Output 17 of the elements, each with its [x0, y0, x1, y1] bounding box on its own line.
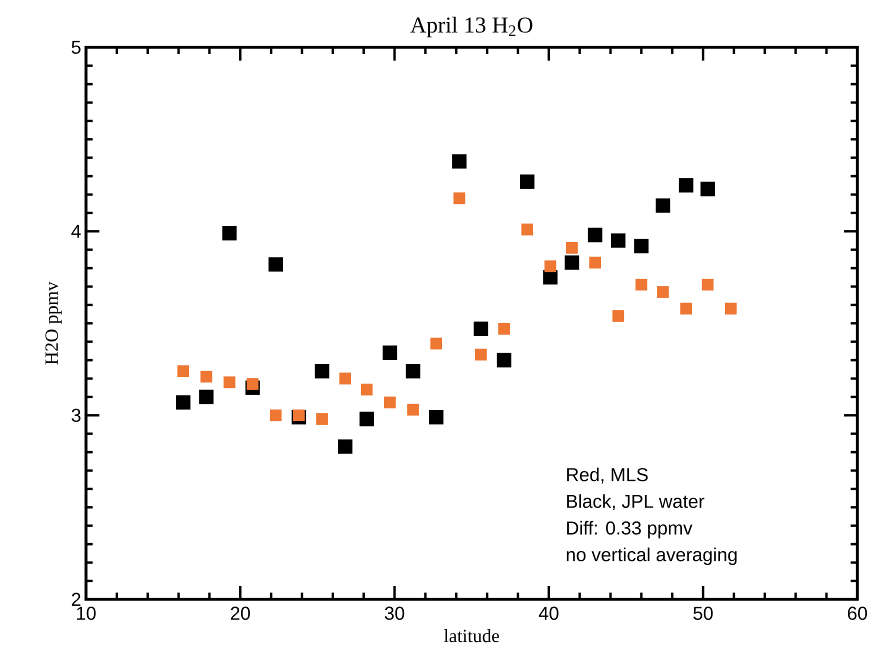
x-tick-label: 50: [693, 606, 713, 620]
annotation: Red, MLS: [567, 468, 648, 484]
y-tick-label: 3: [72, 408, 80, 422]
x-tick-label: 20: [230, 606, 250, 620]
x-axis-title: latitude: [444, 629, 500, 642]
annotation: Diff: 0.33 ppmv: [567, 520, 692, 538]
annotation: no vertical averaging: [566, 548, 737, 565]
y-axis-title: H2O ppmv: [45, 282, 62, 365]
x-tick-label: 10: [77, 606, 96, 620]
y-tick-label: 2: [72, 592, 80, 606]
x-tick-label: 40: [538, 606, 558, 620]
y-tick-label: 4: [71, 224, 81, 238]
x-tick-label: 30: [384, 606, 404, 620]
x-tick-label: 60: [848, 606, 867, 620]
y-tick-label: 5: [72, 40, 81, 54]
annotation: Black, JPL water: [567, 494, 704, 510]
chart-title: April 13 H$_{2}$O: [410, 16, 532, 38]
